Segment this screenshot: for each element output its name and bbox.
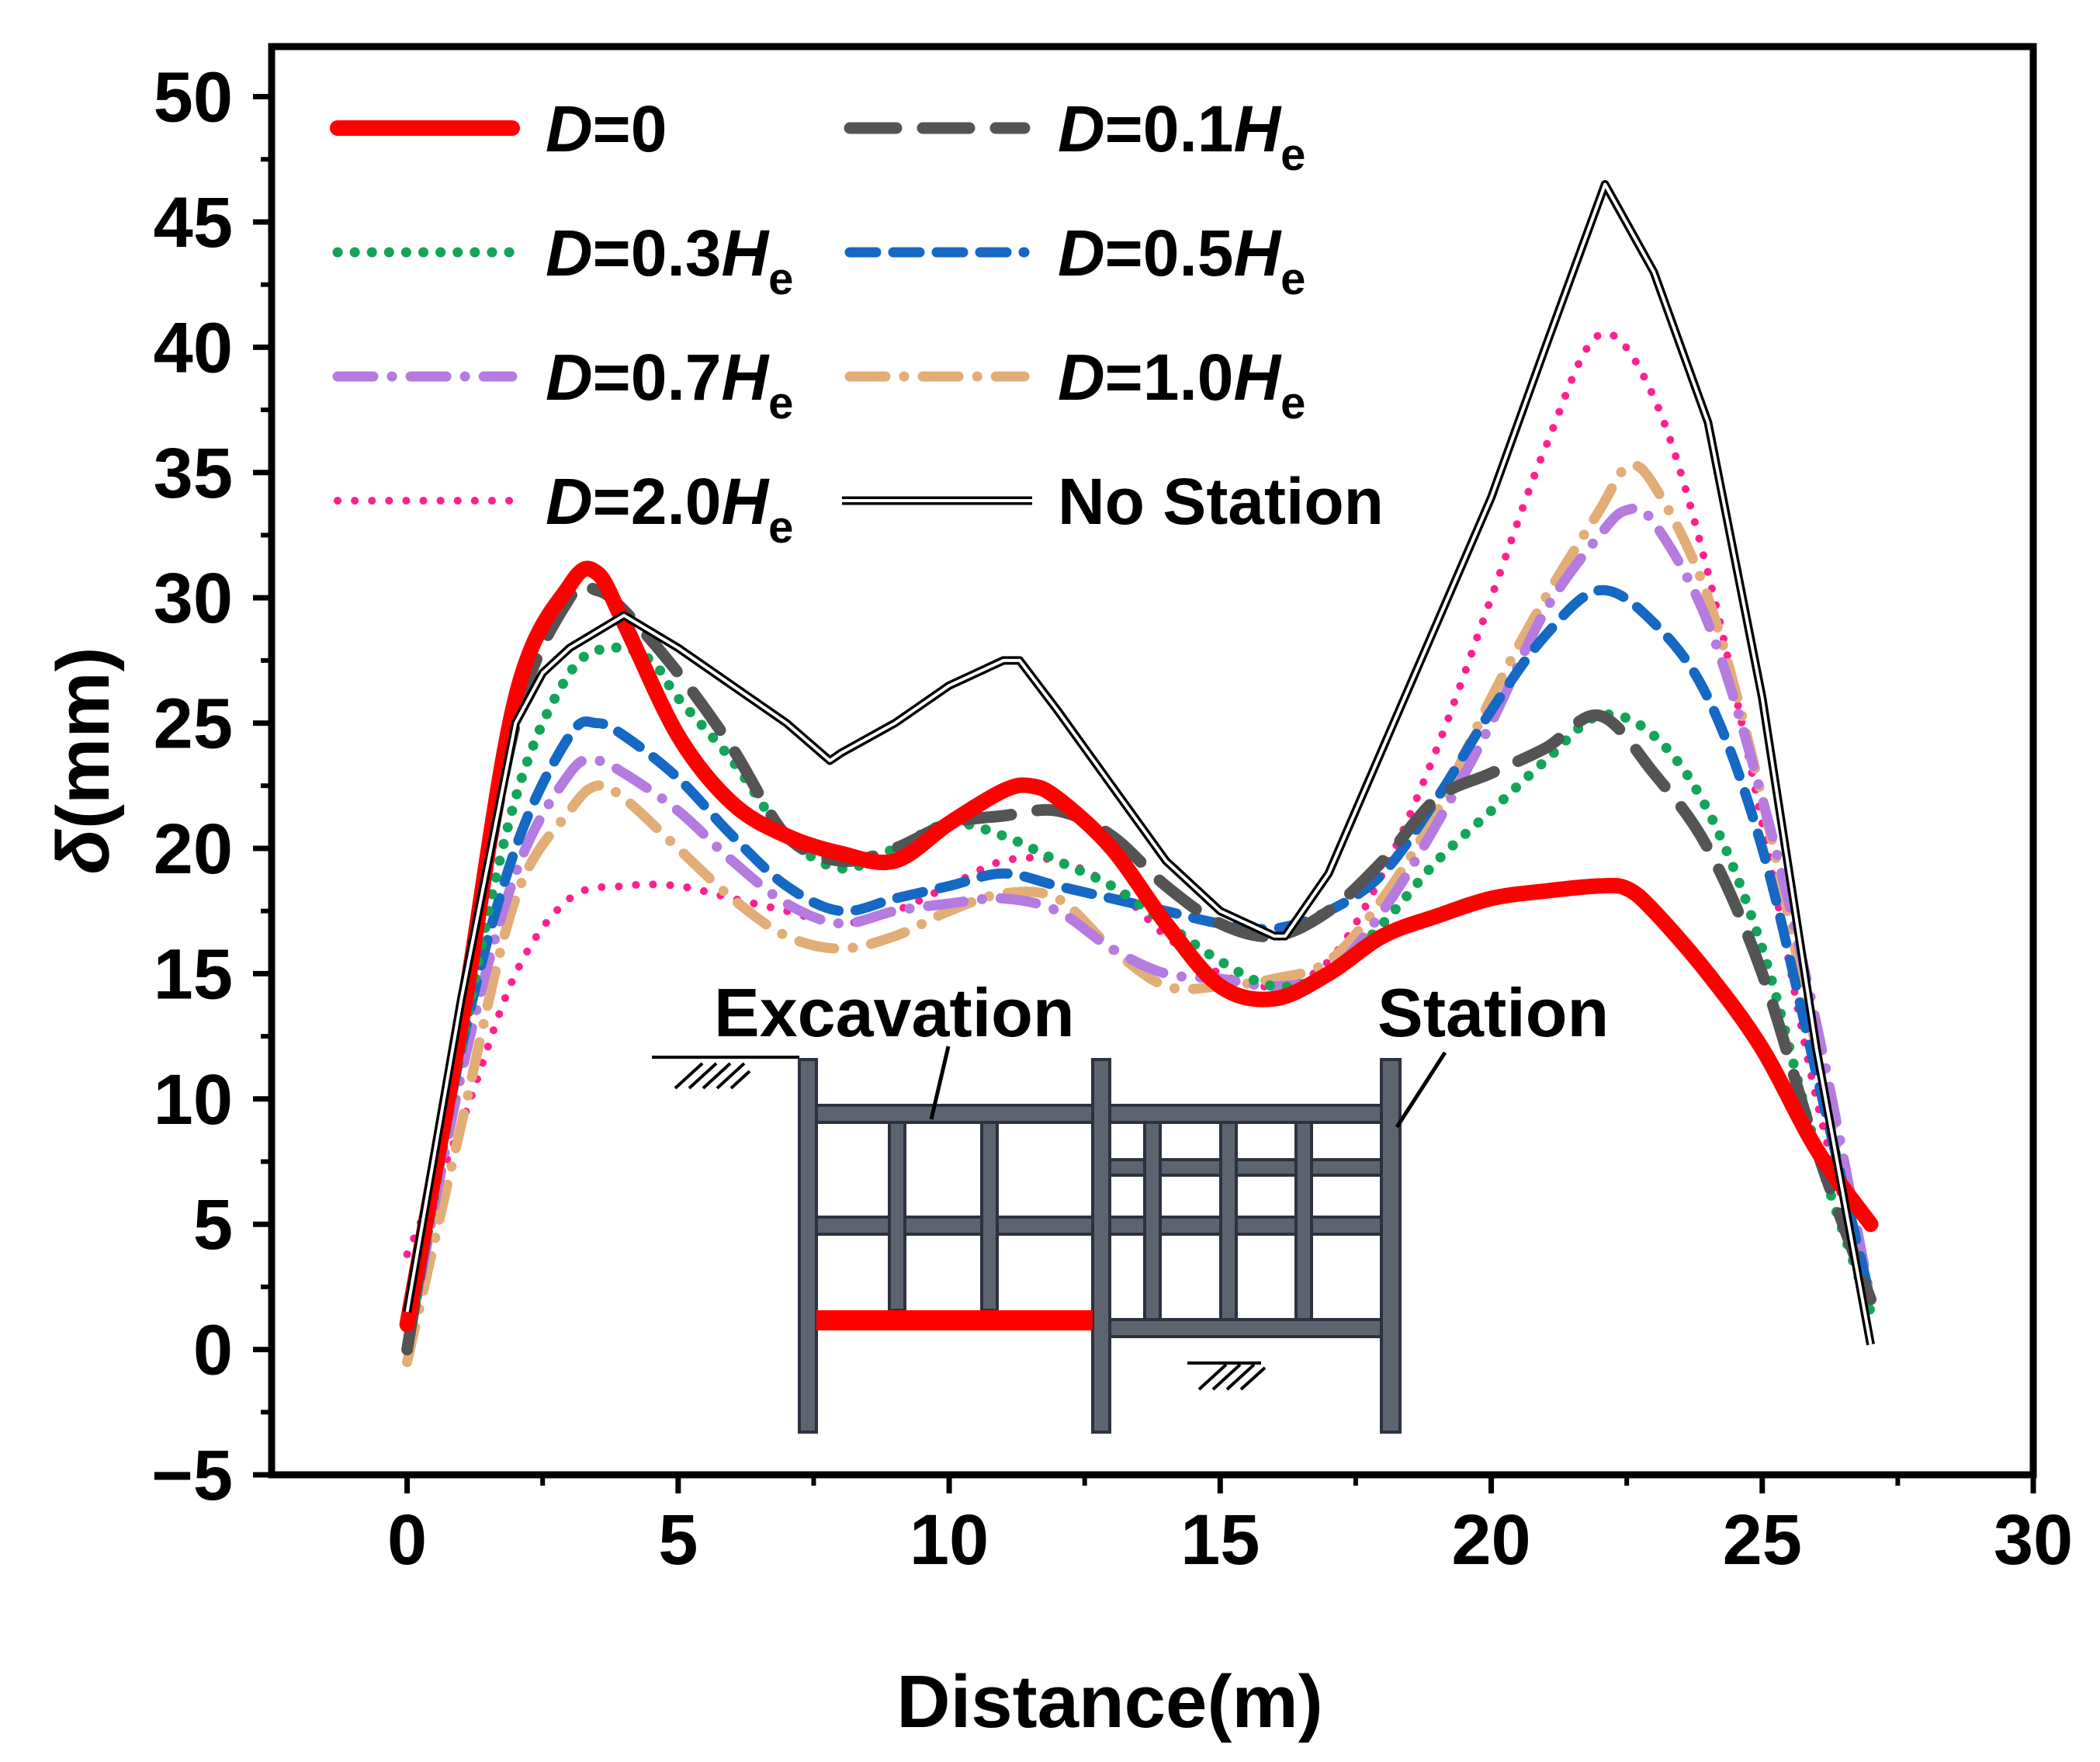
label-leaders (929, 1046, 1447, 1129)
station-frame (1108, 1058, 1402, 1434)
legend-label: D=0.5He (1058, 217, 1305, 304)
legend-label: D=1.0He (1058, 341, 1305, 428)
legend-label-eq: =0.3 (593, 217, 722, 290)
legend-label-eq: =0.1 (1105, 92, 1234, 165)
legend-label-h: H (1234, 92, 1283, 165)
y-tick-label: 45 (154, 183, 233, 262)
x-tick-label: 15 (1180, 1500, 1260, 1580)
legend-label-sub: e (1280, 378, 1305, 428)
legend-label-var: D (546, 92, 593, 165)
series-layer (399, 180, 1879, 1368)
series-line-4 (402, 503, 1876, 1355)
legend-label-sub: e (768, 254, 793, 304)
x-tick-label: 10 (910, 1500, 989, 1580)
legend-label-sub: e (1280, 130, 1305, 180)
legend-label-eq: =0.7 (593, 341, 722, 414)
x-tick-label: 20 (1451, 1500, 1530, 1580)
y-axis-symbol: δ (42, 829, 125, 875)
legend-label-eq: =0 (593, 92, 667, 165)
y-tick-label: 25 (154, 685, 233, 764)
y-tick-label: −5 (151, 1436, 233, 1515)
inset-schematic: Excavation Station (652, 974, 1609, 1434)
legend-label-var: D (1058, 92, 1105, 165)
ground-surface-left (652, 1056, 799, 1090)
series-line-0 (399, 560, 1879, 1333)
legend-label: D=0.1He (1058, 92, 1305, 180)
legend-label: D=0.3He (546, 217, 793, 304)
legend-label-eq: =0.5 (1105, 217, 1234, 290)
legend-label-h: H (722, 341, 771, 414)
legend-label-var: D (1058, 341, 1105, 414)
legend-label: No Station (1058, 465, 1384, 538)
legend-label-h: H (1234, 341, 1283, 414)
y-tick-label: 0 (193, 1311, 233, 1390)
legend-label-var: D (546, 217, 593, 290)
legend-label-sub: e (1280, 254, 1305, 304)
x-tick-label: 30 (1994, 1500, 2073, 1580)
legend-label-sub: e (768, 378, 793, 428)
y-tick-label: 5 (193, 1185, 233, 1264)
y-tick-label: 40 (154, 308, 233, 387)
excavation-label: Excavation (714, 974, 1075, 1051)
x-tick-label: 25 (1723, 1500, 1802, 1580)
y-tick-label: 10 (154, 1060, 233, 1139)
legend-label-h: H (1234, 217, 1283, 290)
series-line-6 (403, 329, 1875, 1303)
series-no-station-core (405, 182, 1873, 1345)
y-tick-label: 15 (154, 935, 233, 1014)
plot-frame (268, 43, 2037, 1479)
ground-hatch-bottom (1187, 1361, 1267, 1391)
y-tick-label: 20 (154, 810, 233, 889)
x-tick-label: 0 (387, 1500, 427, 1580)
legend-label: D=0 (546, 92, 667, 165)
legend-label-var: D (546, 465, 593, 538)
legend-label-eq: No Station (1058, 465, 1384, 538)
legend-label-var: D (546, 341, 593, 414)
ticks-layer: 0 5 10 15 20 25 30 −5 0 5 10 15 20 25 30 35 40 45 50 (151, 58, 2073, 1580)
excavation-base-slab (816, 1310, 1093, 1330)
y-tick-label: 30 (154, 559, 233, 638)
legend-label: D=2.0He (546, 465, 793, 553)
y-tick-label: 50 (154, 58, 233, 137)
legend-label-var: D (1058, 217, 1105, 290)
x-axis-title: Distance(m) (896, 1660, 1322, 1743)
legend-label-h: H (722, 217, 771, 290)
legend-label: D=0.7He (546, 341, 793, 428)
y-tick-label: 35 (154, 434, 233, 513)
x-tick-label: 5 (658, 1500, 698, 1580)
series-line-5 (402, 460, 1876, 1368)
legend-label-eq: =2.0 (593, 465, 722, 538)
station-label: Station (1377, 974, 1609, 1051)
y-axis-unit: (mm) (42, 647, 125, 829)
legend-label-sub: e (768, 502, 793, 553)
legend-label-eq: =1.0 (1105, 341, 1234, 414)
y-axis-title: δ(mm) (42, 647, 125, 874)
legend-label-h: H (722, 465, 771, 538)
series-line-2 (402, 642, 1876, 1355)
